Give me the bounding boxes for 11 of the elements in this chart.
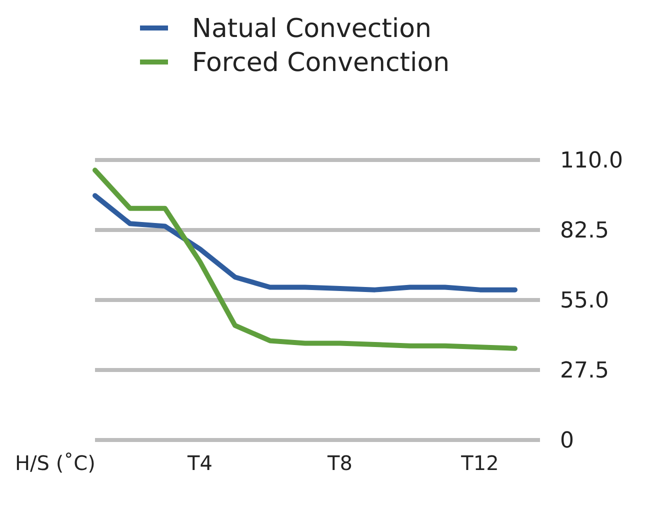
- y-tick-label: 110.0: [560, 148, 623, 174]
- y-axis-title: H/S (˚C): [15, 451, 96, 475]
- y-tick-label: 0: [560, 428, 574, 454]
- y-tick-label: 55.0: [560, 288, 609, 314]
- legend-label: Forced Convenction: [192, 48, 450, 78]
- y-tick-label: 27.5: [560, 358, 609, 384]
- x-tick-label: T4: [186, 451, 212, 475]
- legend-label: Natual Convection: [192, 14, 432, 44]
- x-tick-label: T12: [460, 451, 499, 475]
- y-tick-label: 82.5: [560, 218, 609, 244]
- x-tick-label: T8: [326, 451, 352, 475]
